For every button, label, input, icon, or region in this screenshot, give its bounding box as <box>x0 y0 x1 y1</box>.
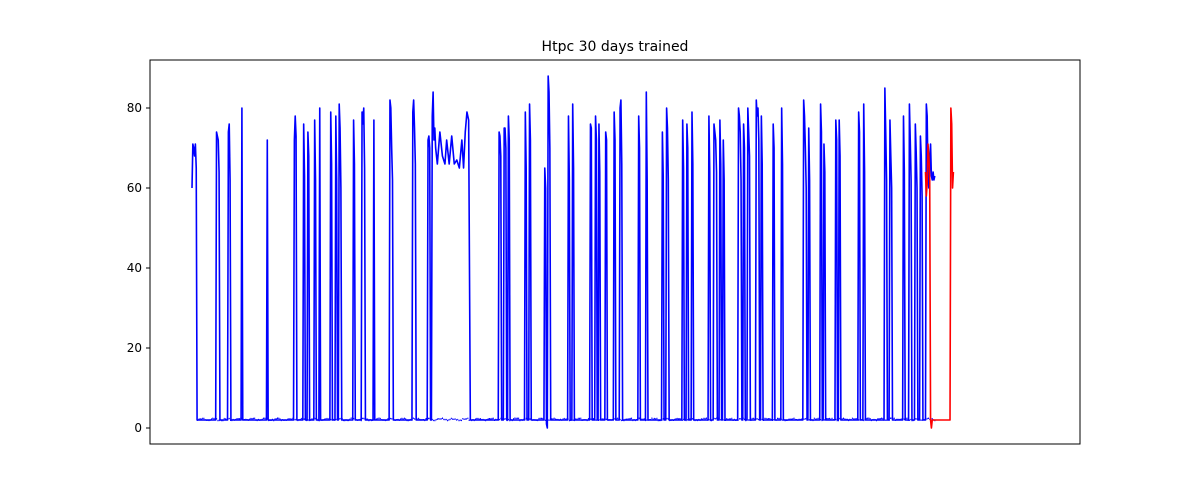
y-axis: 0 20 40 60 80 <box>127 101 150 435</box>
series-layer <box>191 75 955 429</box>
y-tick-label: 0 <box>134 421 142 435</box>
series-line-blue <box>191 75 936 429</box>
chart-title: Htpc 30 days trained <box>542 39 689 55</box>
plot-frame <box>149 59 1081 445</box>
y-tick-label: 60 <box>127 181 142 195</box>
y-tick-label: 80 <box>127 101 142 115</box>
series-line-red <box>924 107 955 429</box>
y-tick-label: 20 <box>127 341 142 355</box>
y-tick-label: 40 <box>127 261 142 275</box>
